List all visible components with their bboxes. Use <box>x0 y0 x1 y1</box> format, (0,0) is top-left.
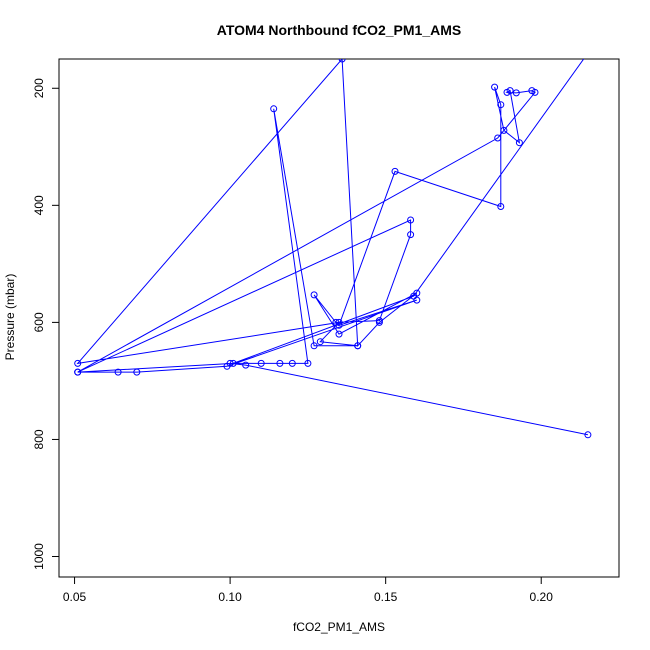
data-point <box>114 368 122 376</box>
data-point <box>242 361 250 369</box>
x-tick-label: 0.15 <box>374 590 398 604</box>
data-point <box>229 359 237 367</box>
y-tick-label: 600 <box>32 312 46 332</box>
y-axis-label: Pressure (mbar) <box>3 274 17 361</box>
data-point <box>335 330 343 338</box>
data-point <box>375 317 383 325</box>
data-point <box>500 126 508 134</box>
data-point <box>407 216 415 224</box>
data-point <box>257 359 265 367</box>
y-tick-label: 1000 <box>32 543 46 570</box>
data-point <box>391 167 399 175</box>
plot-area <box>74 59 592 439</box>
data-point <box>354 342 362 350</box>
x-axis-label: fCO2_PM1_AMS <box>293 620 385 634</box>
data-point <box>407 231 415 239</box>
data-point <box>133 368 141 376</box>
data-point <box>223 362 231 370</box>
data-point <box>497 101 505 109</box>
y-tick-label: 800 <box>32 429 46 449</box>
x-tick-label: 0.10 <box>218 590 242 604</box>
y-tick-label: 200 <box>32 78 46 98</box>
data-point <box>531 88 539 96</box>
chart-title: ATOM4 Northbound fCO2_PM1_AMS <box>217 22 462 38</box>
data-point <box>288 359 296 367</box>
data-point <box>515 139 523 147</box>
data-point <box>74 359 82 367</box>
data-point <box>310 291 318 299</box>
data-point <box>338 59 346 63</box>
data-point <box>304 359 312 367</box>
data-point <box>584 431 592 439</box>
x-tick-label: 0.05 <box>63 590 87 604</box>
data-point <box>310 342 318 350</box>
data-point <box>276 359 284 367</box>
data-point <box>74 368 82 376</box>
x-tick-label: 0.20 <box>530 590 554 604</box>
series-layer <box>74 59 592 439</box>
x-axis: 0.05 0.10 0.15 0.20 <box>63 576 554 604</box>
data-point <box>335 318 343 326</box>
data-point <box>410 292 418 300</box>
data-point <box>512 89 520 97</box>
data-point <box>497 203 505 210</box>
data-point <box>491 83 499 91</box>
data-point <box>494 134 502 142</box>
data-point <box>270 105 278 113</box>
data-point <box>316 338 324 346</box>
data-point <box>503 88 511 96</box>
y-axis: 200 400 600 800 1000 <box>32 78 60 570</box>
data-point <box>335 321 343 329</box>
y-tick-label: 400 <box>32 195 46 215</box>
